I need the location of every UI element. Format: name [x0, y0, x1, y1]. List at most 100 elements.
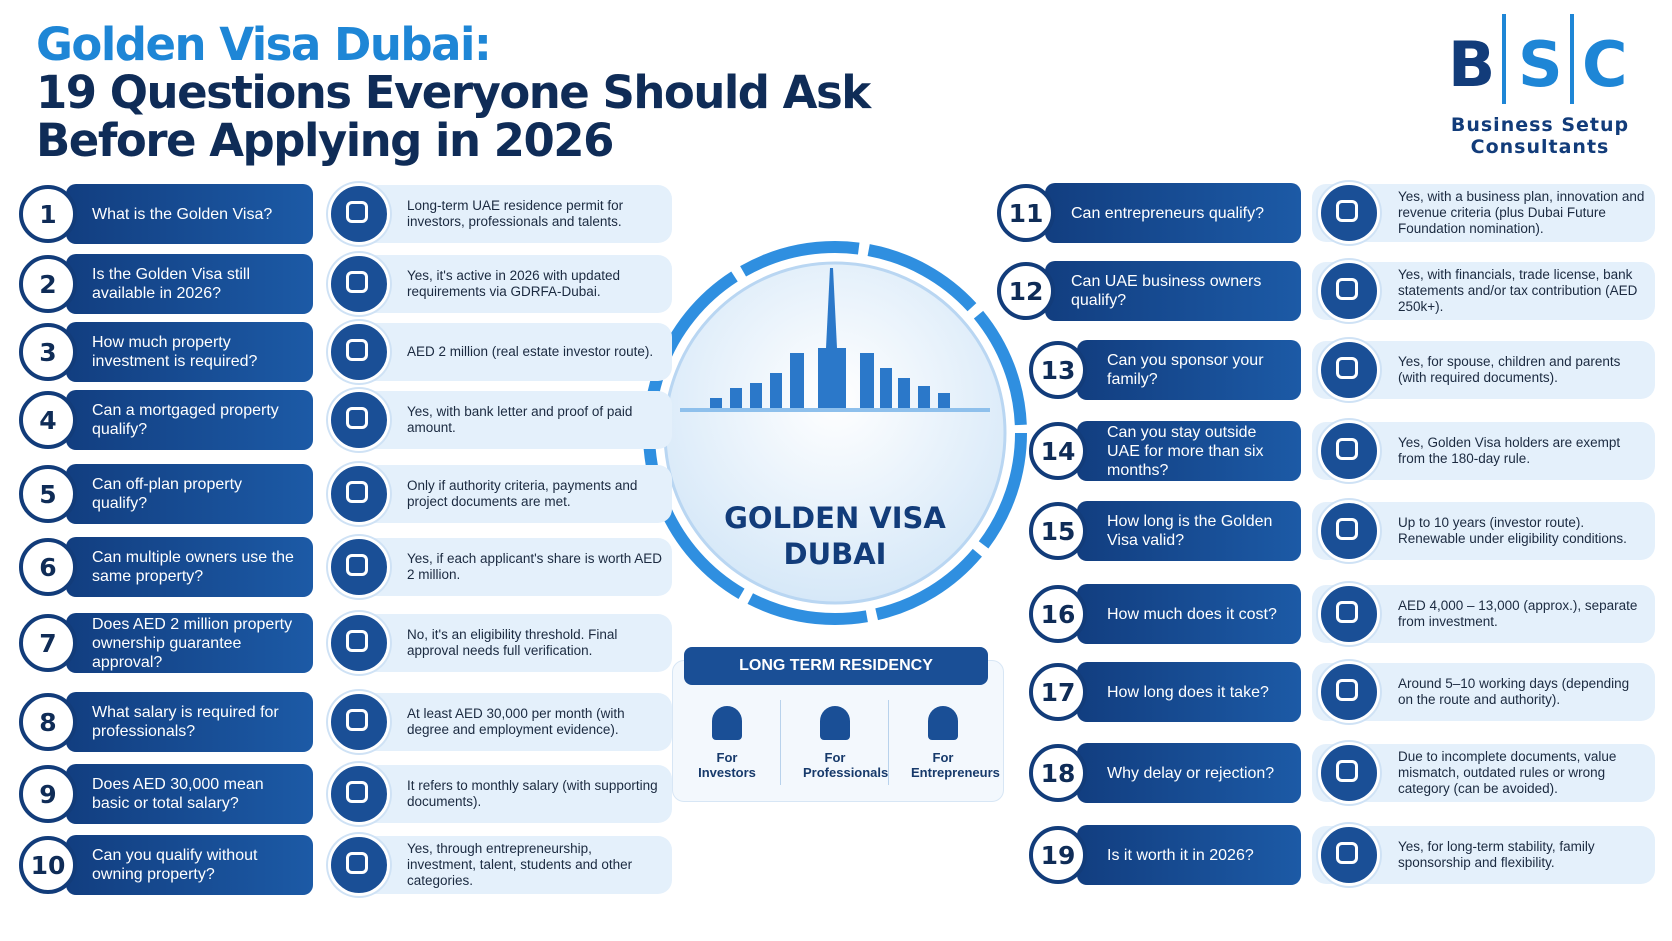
- divider: [888, 700, 889, 785]
- icon-glyph: [346, 407, 368, 429]
- icon-glyph: [346, 271, 368, 293]
- question-number: 10: [19, 836, 77, 894]
- answer-icon: [1318, 824, 1380, 886]
- icon-glyph: [346, 481, 368, 503]
- icon-glyph: [346, 709, 368, 731]
- center-label: DUBAI: [784, 537, 887, 571]
- question: How much does it cost?: [1077, 584, 1301, 644]
- question: What salary is required for professional…: [66, 692, 313, 752]
- residency-title: LONG TERM RESIDENCY: [684, 647, 988, 685]
- answer: At least AED 30,000 per month (with degr…: [345, 693, 672, 751]
- answer-icon: [328, 321, 390, 383]
- question-number: 8: [19, 693, 77, 751]
- icon-glyph: [1336, 679, 1358, 701]
- question: Is the Golden Visa still available in 20…: [66, 254, 313, 314]
- title-line: 19 Questions Everyone Should Ask: [36, 66, 871, 119]
- logo-text: Consultants: [1470, 136, 1610, 158]
- residency-card: For Investors: [677, 700, 777, 780]
- icon-glyph: [1336, 842, 1358, 864]
- question-number: 2: [19, 255, 77, 313]
- question-number: 12: [997, 262, 1055, 320]
- question: Can UAE business owners qualify?: [1045, 261, 1301, 321]
- answer: It refers to monthly salary (with suppor…: [345, 765, 672, 823]
- answer-icon: [328, 389, 390, 451]
- answer-icon: [328, 536, 390, 598]
- question: How long is the Golden Visa valid?: [1077, 501, 1301, 561]
- icon-glyph: [346, 630, 368, 652]
- question-number: 15: [1029, 502, 1087, 560]
- answer: AED 2 million (real estate investor rout…: [345, 323, 672, 381]
- title-line: Before Applying in 2026: [36, 114, 614, 167]
- question-number: 7: [19, 614, 77, 672]
- question: Can multiple owners use the same propert…: [66, 537, 313, 597]
- question: Does AED 30,000 mean basic or total sala…: [66, 764, 313, 824]
- card-label: For Entrepreneurs: [911, 750, 1000, 780]
- logo-letter: S: [1518, 28, 1563, 101]
- icon-glyph: [1336, 518, 1358, 540]
- answer: Yes, it's active in 2026 with updated re…: [345, 255, 672, 313]
- question-number: 3: [19, 323, 77, 381]
- question: Why delay or rejection?: [1077, 743, 1301, 803]
- question-number: 18: [1029, 744, 1087, 802]
- question: Can you sponsor your family?: [1077, 340, 1301, 400]
- answer-icon: [328, 691, 390, 753]
- question: Can you stay outside UAE for more than s…: [1077, 421, 1301, 481]
- icon-glyph: [1336, 278, 1358, 300]
- residency-card: For Entrepreneurs: [893, 700, 1000, 780]
- answer-icon: [328, 253, 390, 315]
- logo-letter: C: [1582, 28, 1628, 101]
- icon-glyph: [1336, 760, 1358, 782]
- answer-icon: [1318, 661, 1380, 723]
- title-line: Golden Visa Dubai:: [36, 18, 492, 71]
- icon-glyph: [346, 339, 368, 361]
- question-number: 9: [19, 765, 77, 823]
- answer-icon: [328, 834, 390, 896]
- answer-icon: [1318, 420, 1380, 482]
- answer-icon: [1318, 742, 1380, 804]
- answer-icon: [1318, 260, 1380, 322]
- icon-glyph: [1336, 200, 1358, 222]
- answer-icon: [328, 463, 390, 525]
- question-number: 19: [1029, 826, 1087, 884]
- question: How long does it take?: [1077, 662, 1301, 722]
- logo-divider: [1502, 14, 1506, 104]
- question: How much property investment is required…: [66, 322, 313, 382]
- answer: Yes, with bank letter and proof of paid …: [345, 391, 672, 449]
- question-number: 6: [19, 538, 77, 596]
- icon-glyph: [1336, 601, 1358, 623]
- answer-icon: [1318, 182, 1380, 244]
- question-number: 17: [1029, 663, 1087, 721]
- question-number: 14: [1029, 422, 1087, 480]
- icon-glyph: [346, 852, 368, 874]
- icon-glyph: [346, 554, 368, 576]
- card-label: For Professionals: [803, 750, 889, 780]
- answer: Yes, if each applicant's share is worth …: [345, 538, 672, 596]
- card-label: For Investors: [698, 750, 756, 780]
- question-number: 16: [1029, 585, 1087, 643]
- divider: [780, 700, 781, 785]
- question-number: 4: [19, 391, 77, 449]
- question-number: 5: [19, 465, 77, 523]
- residency-card: For Professionals: [785, 700, 889, 780]
- question-number: 1: [19, 185, 77, 243]
- answer: Yes, through entrepreneurship, investmen…: [345, 836, 672, 894]
- logo-text: Business Setup: [1450, 114, 1630, 136]
- answer-icon: [328, 183, 390, 245]
- icon-glyph: [1336, 438, 1358, 460]
- question-number: 13: [1029, 341, 1087, 399]
- icon-glyph: [346, 201, 368, 223]
- center-label: GOLDEN VISA: [724, 501, 946, 535]
- skyline: [680, 268, 990, 412]
- card-icon: [820, 706, 850, 740]
- answer-icon: [1318, 583, 1380, 645]
- question: Can a mortgaged property qualify?: [66, 390, 313, 450]
- question: Is it worth it in 2026?: [1077, 825, 1301, 885]
- icon-glyph: [1336, 357, 1358, 379]
- logo-letter: B: [1448, 28, 1496, 101]
- answer-icon: [1318, 500, 1380, 562]
- answer-icon: [328, 763, 390, 825]
- question: Does AED 2 million property ownership gu…: [66, 613, 313, 673]
- answer-icon: [328, 612, 390, 674]
- logo-divider: [1570, 14, 1574, 104]
